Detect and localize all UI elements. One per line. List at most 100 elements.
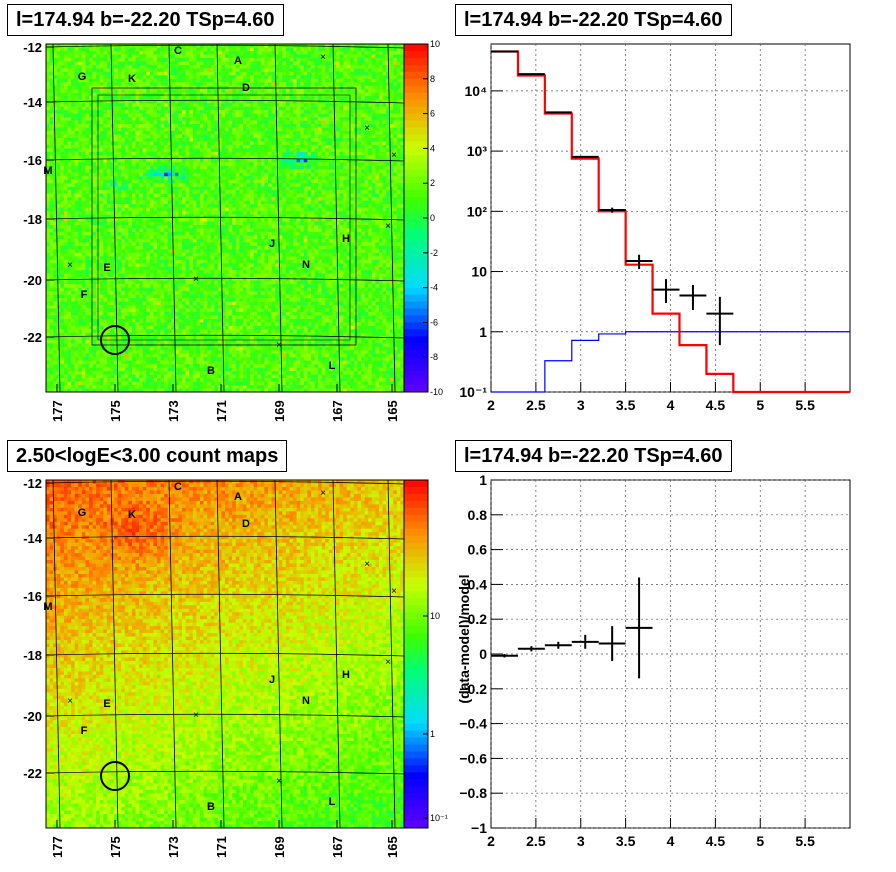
map-pixel bbox=[96, 75, 100, 80]
map-pixel bbox=[110, 75, 115, 80]
map-pixel bbox=[207, 151, 211, 156]
map-pixel bbox=[128, 144, 133, 149]
map-pixel bbox=[250, 176, 254, 181]
map-pixel bbox=[285, 89, 290, 94]
map-pixel bbox=[78, 89, 83, 94]
map-pixel bbox=[217, 110, 222, 114]
map-pixel bbox=[174, 68, 179, 73]
map-pixel bbox=[375, 204, 380, 208]
map-pixel bbox=[103, 47, 108, 52]
map-pixel bbox=[275, 50, 279, 55]
map-pixel bbox=[178, 71, 183, 76]
map-pixel bbox=[343, 162, 348, 167]
map-pixel bbox=[282, 197, 287, 201]
map-pixel bbox=[131, 117, 136, 121]
map-pixel bbox=[99, 155, 104, 160]
map-pixel bbox=[260, 190, 265, 194]
map-pixel bbox=[400, 162, 405, 167]
map-pixel bbox=[217, 155, 222, 160]
map-pixel bbox=[88, 75, 93, 80]
map-pixel bbox=[142, 137, 147, 142]
map-pixel bbox=[171, 158, 176, 163]
map-pixel bbox=[235, 89, 240, 94]
map-pixel bbox=[78, 127, 83, 132]
map-pixel bbox=[382, 106, 387, 111]
map-pixel bbox=[88, 214, 93, 219]
map-pixel bbox=[160, 110, 165, 114]
map-pixel bbox=[368, 211, 373, 215]
map-pixel bbox=[253, 124, 258, 128]
map-pixel bbox=[257, 200, 262, 205]
map-pixel bbox=[389, 50, 394, 55]
map-pixel bbox=[325, 47, 330, 52]
map-pixel bbox=[117, 214, 122, 219]
map-pixel bbox=[63, 186, 68, 191]
map-pixel bbox=[289, 54, 294, 59]
map-pixel bbox=[117, 148, 122, 153]
map-pixel bbox=[156, 200, 161, 205]
map-pixel bbox=[225, 71, 229, 76]
map-pixel bbox=[135, 211, 140, 215]
map-pixel bbox=[103, 186, 108, 191]
map-pixel bbox=[106, 131, 111, 135]
map-pixel bbox=[149, 151, 154, 156]
map-pixel bbox=[185, 186, 190, 191]
map-pixel bbox=[361, 113, 365, 118]
map-pixel bbox=[174, 144, 179, 149]
map-pixel bbox=[217, 127, 222, 132]
map-pixel bbox=[264, 89, 269, 94]
map-pixel bbox=[375, 61, 380, 66]
map-pixel bbox=[386, 99, 390, 104]
map-pixel bbox=[56, 68, 61, 73]
map-pixel bbox=[139, 162, 143, 167]
map-pixel bbox=[110, 155, 115, 160]
map-pixel bbox=[242, 127, 247, 132]
map-pixel bbox=[246, 113, 251, 118]
map-pixel bbox=[278, 96, 283, 100]
map-pixel bbox=[339, 179, 344, 184]
map-pixel bbox=[210, 78, 215, 83]
map-pixel bbox=[203, 165, 208, 170]
map-pixel bbox=[174, 141, 179, 146]
map-pixel bbox=[253, 144, 258, 149]
map-pixel bbox=[318, 50, 322, 55]
map-pixel bbox=[67, 204, 72, 208]
map-pixel bbox=[250, 68, 254, 73]
map-pixel bbox=[146, 44, 151, 48]
map-pixel bbox=[56, 197, 61, 201]
map-pixel bbox=[332, 44, 337, 48]
map-pixel bbox=[278, 82, 283, 87]
map-pixel bbox=[375, 103, 380, 107]
map-pixel bbox=[103, 165, 108, 170]
map-pixel bbox=[232, 137, 237, 142]
map-pixel bbox=[196, 169, 201, 174]
map-pixel bbox=[189, 47, 194, 52]
map-pixel bbox=[389, 137, 394, 142]
map-pixel bbox=[250, 197, 254, 201]
map-pixel bbox=[386, 179, 390, 184]
map-pixel bbox=[350, 155, 355, 160]
map-pixel bbox=[332, 54, 337, 59]
map-pixel bbox=[250, 200, 254, 205]
map-pixel bbox=[375, 68, 380, 73]
map-pixel bbox=[239, 148, 244, 153]
map-pixel bbox=[160, 169, 165, 174]
map-pixel bbox=[246, 141, 251, 146]
map-pixel bbox=[103, 134, 108, 139]
map-pixel bbox=[393, 124, 398, 128]
map-pixel bbox=[242, 186, 247, 191]
map-pixel bbox=[60, 214, 65, 219]
map-pixel bbox=[142, 158, 147, 163]
map-pixel bbox=[318, 193, 322, 198]
map-pixel bbox=[371, 172, 376, 177]
map-pixel bbox=[253, 71, 258, 76]
map-pixel bbox=[149, 172, 154, 177]
map-pixel bbox=[114, 50, 118, 55]
map-pixel bbox=[314, 134, 319, 139]
map-pixel bbox=[71, 106, 75, 111]
map-pixel bbox=[335, 110, 340, 114]
map-pixel bbox=[375, 151, 380, 156]
map-pixel bbox=[350, 214, 355, 219]
map-pixel bbox=[239, 179, 244, 184]
map-pixel bbox=[114, 89, 118, 94]
